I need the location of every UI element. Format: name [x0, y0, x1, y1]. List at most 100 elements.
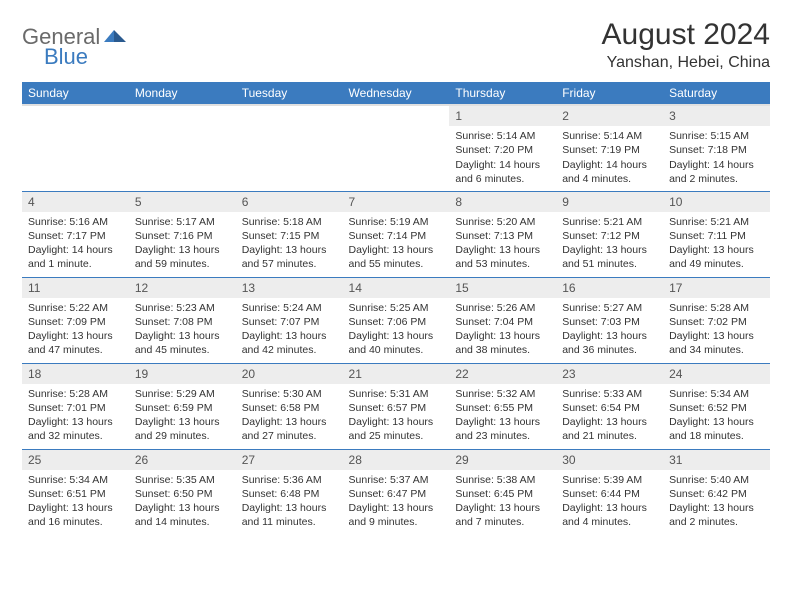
calendar-cell	[22, 105, 129, 191]
day-number: 24	[663, 364, 770, 384]
day-body: Sunrise: 5:33 AMSunset: 6:54 PMDaylight:…	[556, 384, 663, 448]
day-body: Sunrise: 5:32 AMSunset: 6:55 PMDaylight:…	[449, 384, 556, 448]
calendar-cell: 22Sunrise: 5:32 AMSunset: 6:55 PMDayligh…	[449, 363, 556, 449]
day-body: Sunrise: 5:28 AMSunset: 7:01 PMDaylight:…	[22, 384, 129, 448]
calendar-cell: 28Sunrise: 5:37 AMSunset: 6:47 PMDayligh…	[343, 449, 450, 535]
day-number: 5	[129, 192, 236, 212]
day-body: Sunrise: 5:14 AMSunset: 7:20 PMDaylight:…	[449, 126, 556, 190]
weekday-header: Sunday	[22, 82, 129, 105]
day-body: Sunrise: 5:36 AMSunset: 6:48 PMDaylight:…	[236, 470, 343, 534]
day-body: Sunrise: 5:22 AMSunset: 7:09 PMDaylight:…	[22, 298, 129, 362]
day-number: 2	[556, 106, 663, 126]
calendar-cell: 18Sunrise: 5:28 AMSunset: 7:01 PMDayligh…	[22, 363, 129, 449]
calendar-cell: 20Sunrise: 5:30 AMSunset: 6:58 PMDayligh…	[236, 363, 343, 449]
calendar-row: 1Sunrise: 5:14 AMSunset: 7:20 PMDaylight…	[22, 105, 770, 191]
calendar-cell: 19Sunrise: 5:29 AMSunset: 6:59 PMDayligh…	[129, 363, 236, 449]
calendar-cell: 7Sunrise: 5:19 AMSunset: 7:14 PMDaylight…	[343, 191, 450, 277]
calendar-cell: 6Sunrise: 5:18 AMSunset: 7:15 PMDaylight…	[236, 191, 343, 277]
day-body: Sunrise: 5:29 AMSunset: 6:59 PMDaylight:…	[129, 384, 236, 448]
day-body: Sunrise: 5:28 AMSunset: 7:02 PMDaylight:…	[663, 298, 770, 362]
day-body: Sunrise: 5:37 AMSunset: 6:47 PMDaylight:…	[343, 470, 450, 534]
calendar-cell: 3Sunrise: 5:15 AMSunset: 7:18 PMDaylight…	[663, 105, 770, 191]
calendar-cell: 11Sunrise: 5:22 AMSunset: 7:09 PMDayligh…	[22, 277, 129, 363]
calendar-table: Sunday Monday Tuesday Wednesday Thursday…	[22, 82, 770, 535]
weekday-header: Friday	[556, 82, 663, 105]
day-body: Sunrise: 5:21 AMSunset: 7:12 PMDaylight:…	[556, 212, 663, 276]
day-number: 11	[22, 278, 129, 298]
day-number: 28	[343, 450, 450, 470]
calendar-cell: 5Sunrise: 5:17 AMSunset: 7:16 PMDaylight…	[129, 191, 236, 277]
day-number: 14	[343, 278, 450, 298]
calendar-cell: 24Sunrise: 5:34 AMSunset: 6:52 PMDayligh…	[663, 363, 770, 449]
day-body: Sunrise: 5:24 AMSunset: 7:07 PMDaylight:…	[236, 298, 343, 362]
calendar-cell: 14Sunrise: 5:25 AMSunset: 7:06 PMDayligh…	[343, 277, 450, 363]
day-number: 27	[236, 450, 343, 470]
day-number: 4	[22, 192, 129, 212]
calendar-body: 1Sunrise: 5:14 AMSunset: 7:20 PMDaylight…	[22, 105, 770, 535]
weekday-header: Thursday	[449, 82, 556, 105]
day-number: 6	[236, 192, 343, 212]
day-body: Sunrise: 5:30 AMSunset: 6:58 PMDaylight:…	[236, 384, 343, 448]
calendar-cell: 27Sunrise: 5:36 AMSunset: 6:48 PMDayligh…	[236, 449, 343, 535]
day-body: Sunrise: 5:34 AMSunset: 6:51 PMDaylight:…	[22, 470, 129, 534]
page-header: General August 2024 Yanshan, Hebei, Chin…	[22, 18, 770, 72]
day-number: 13	[236, 278, 343, 298]
calendar-cell: 12Sunrise: 5:23 AMSunset: 7:08 PMDayligh…	[129, 277, 236, 363]
day-number: 9	[556, 192, 663, 212]
day-number: 31	[663, 450, 770, 470]
day-body: Sunrise: 5:16 AMSunset: 7:17 PMDaylight:…	[22, 212, 129, 276]
day-body: Sunrise: 5:27 AMSunset: 7:03 PMDaylight:…	[556, 298, 663, 362]
day-number: 21	[343, 364, 450, 384]
calendar-cell: 16Sunrise: 5:27 AMSunset: 7:03 PMDayligh…	[556, 277, 663, 363]
calendar-cell	[129, 105, 236, 191]
calendar-row: 11Sunrise: 5:22 AMSunset: 7:09 PMDayligh…	[22, 277, 770, 363]
calendar-cell: 17Sunrise: 5:28 AMSunset: 7:02 PMDayligh…	[663, 277, 770, 363]
calendar-cell: 31Sunrise: 5:40 AMSunset: 6:42 PMDayligh…	[663, 449, 770, 535]
calendar-cell: 15Sunrise: 5:26 AMSunset: 7:04 PMDayligh…	[449, 277, 556, 363]
day-number: 29	[449, 450, 556, 470]
day-number: 23	[556, 364, 663, 384]
day-body: Sunrise: 5:15 AMSunset: 7:18 PMDaylight:…	[663, 126, 770, 190]
weekday-header: Tuesday	[236, 82, 343, 105]
calendar-cell	[236, 105, 343, 191]
brand-mark-icon	[104, 26, 126, 49]
day-body: Sunrise: 5:20 AMSunset: 7:13 PMDaylight:…	[449, 212, 556, 276]
calendar-cell: 25Sunrise: 5:34 AMSunset: 6:51 PMDayligh…	[22, 449, 129, 535]
weekday-header: Wednesday	[343, 82, 450, 105]
day-number: 16	[556, 278, 663, 298]
day-body: Sunrise: 5:17 AMSunset: 7:16 PMDaylight:…	[129, 212, 236, 276]
day-body: Sunrise: 5:23 AMSunset: 7:08 PMDaylight:…	[129, 298, 236, 362]
title-block: August 2024 Yanshan, Hebei, China	[602, 18, 770, 72]
day-body: Sunrise: 5:40 AMSunset: 6:42 PMDaylight:…	[663, 470, 770, 534]
day-body: Sunrise: 5:21 AMSunset: 7:11 PMDaylight:…	[663, 212, 770, 276]
day-body: Sunrise: 5:38 AMSunset: 6:45 PMDaylight:…	[449, 470, 556, 534]
day-number: 26	[129, 450, 236, 470]
calendar-cell: 21Sunrise: 5:31 AMSunset: 6:57 PMDayligh…	[343, 363, 450, 449]
day-number: 7	[343, 192, 450, 212]
location-text: Yanshan, Hebei, China	[602, 54, 770, 72]
calendar-cell: 9Sunrise: 5:21 AMSunset: 7:12 PMDaylight…	[556, 191, 663, 277]
day-body: Sunrise: 5:39 AMSunset: 6:44 PMDaylight:…	[556, 470, 663, 534]
brand-blue-wrap: Blue	[44, 44, 88, 70]
calendar-cell: 10Sunrise: 5:21 AMSunset: 7:11 PMDayligh…	[663, 191, 770, 277]
day-body: Sunrise: 5:14 AMSunset: 7:19 PMDaylight:…	[556, 126, 663, 190]
day-body: Sunrise: 5:35 AMSunset: 6:50 PMDaylight:…	[129, 470, 236, 534]
weekday-header: Monday	[129, 82, 236, 105]
day-number: 12	[129, 278, 236, 298]
day-number: 30	[556, 450, 663, 470]
calendar-cell: 4Sunrise: 5:16 AMSunset: 7:17 PMDaylight…	[22, 191, 129, 277]
day-number: 22	[449, 364, 556, 384]
day-number: 20	[236, 364, 343, 384]
calendar-cell: 13Sunrise: 5:24 AMSunset: 7:07 PMDayligh…	[236, 277, 343, 363]
month-title: August 2024	[602, 18, 770, 52]
calendar-row: 18Sunrise: 5:28 AMSunset: 7:01 PMDayligh…	[22, 363, 770, 449]
day-number: 15	[449, 278, 556, 298]
weekday-header-row: Sunday Monday Tuesday Wednesday Thursday…	[22, 82, 770, 105]
day-body: Sunrise: 5:26 AMSunset: 7:04 PMDaylight:…	[449, 298, 556, 362]
day-body: Sunrise: 5:25 AMSunset: 7:06 PMDaylight:…	[343, 298, 450, 362]
day-number: 18	[22, 364, 129, 384]
day-number: 1	[449, 106, 556, 126]
calendar-cell	[343, 105, 450, 191]
calendar-cell: 8Sunrise: 5:20 AMSunset: 7:13 PMDaylight…	[449, 191, 556, 277]
calendar-row: 25Sunrise: 5:34 AMSunset: 6:51 PMDayligh…	[22, 449, 770, 535]
